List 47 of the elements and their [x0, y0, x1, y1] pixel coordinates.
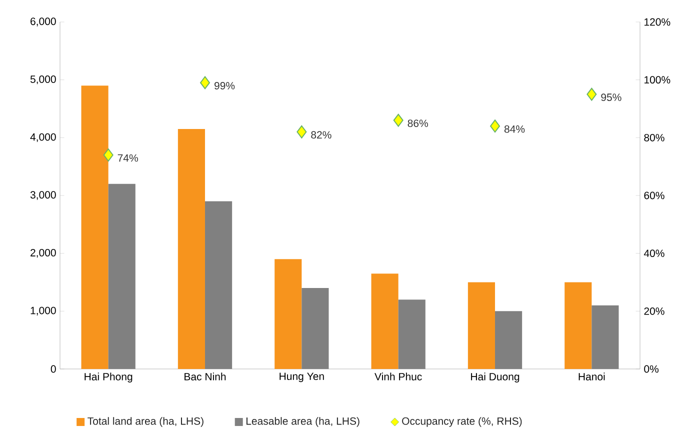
- point: [103, 148, 114, 162]
- x-tick-label: Bac Ninh: [184, 372, 226, 380]
- x-tick-label: Hai Duong: [471, 372, 520, 382]
- point: [200, 76, 210, 90]
- y2-tick-label: 20%: [644, 307, 664, 315]
- x-tick-label: Hung Yen: [280, 372, 324, 382]
- legend-label: Leasable area (ha, LHS): [246, 417, 360, 427]
- x-tick-label: Hai Phong: [84, 372, 132, 382]
- y-tick-label: 3,000: [30, 191, 56, 200]
- y-tick-label: 2,000: [30, 248, 56, 258]
- point: [490, 120, 500, 133]
- data-label: 84%: [504, 125, 525, 133]
- data-label: 82%: [311, 131, 332, 139]
- bar: [81, 86, 108, 369]
- data-label: 95%: [601, 94, 622, 101]
- bar: [592, 305, 619, 369]
- y-tick-label: 6,000: [30, 18, 56, 26]
- legend-label: Total land area (ha, LHS): [88, 417, 204, 427]
- bar: [302, 288, 329, 369]
- point: [586, 88, 597, 101]
- y2-tick-label: 40%: [644, 250, 664, 258]
- bar: [564, 282, 592, 369]
- y-tick-label: 0: [50, 365, 56, 373]
- bar: [108, 184, 136, 369]
- y2-tick-label: 100%: [644, 76, 670, 84]
- y2-tick-label: 0%: [644, 365, 659, 373]
- bar: [468, 282, 496, 369]
- y-tick-label: 4,000: [30, 133, 56, 142]
- bar: [495, 311, 522, 369]
- data-label: 74%: [118, 154, 138, 162]
- bar: [274, 259, 302, 369]
- y2-tick-label: 80%: [644, 134, 664, 142]
- y-tick-label: 5,000: [30, 75, 56, 84]
- point: [393, 114, 404, 127]
- point: [296, 125, 307, 138]
- data-label: 86%: [408, 120, 428, 128]
- bar: [205, 201, 232, 369]
- x-tick-label: Vinh Phuc: [374, 372, 422, 380]
- x-tick-label: Hanoi: [578, 372, 605, 380]
- bar: [371, 274, 398, 369]
- y-tick-label: 1,000: [30, 306, 56, 316]
- bar: [398, 300, 426, 369]
- legend-label: Occupancy rate (%, RHS): [402, 417, 522, 427]
- y2-tick-label: 60%: [644, 192, 664, 200]
- bar: [178, 128, 206, 369]
- y2-tick-label: 120%: [644, 18, 670, 26]
- data-label: 99%: [214, 82, 235, 90]
